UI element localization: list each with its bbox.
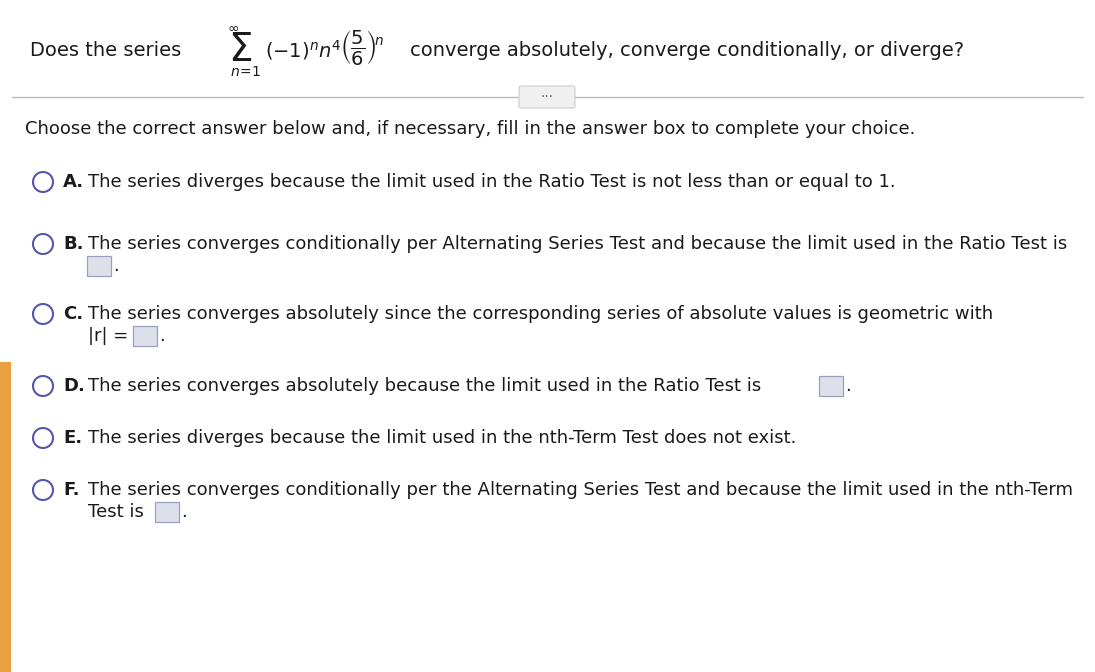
Text: .: . [113, 257, 118, 275]
FancyBboxPatch shape [819, 376, 843, 396]
Text: D.: D. [64, 377, 85, 395]
Text: .: . [181, 503, 187, 521]
Text: Choose the correct answer below and, if necessary, fill in the answer box to com: Choose the correct answer below and, if … [25, 120, 915, 138]
Text: $\left(\dfrac{5}{6}\right)^{\!n}$: $\left(\dfrac{5}{6}\right)^{\!n}$ [341, 28, 384, 67]
Text: C.: C. [64, 305, 83, 323]
Text: $n\!=\!1$: $n\!=\!1$ [230, 65, 261, 79]
Text: ···: ··· [541, 90, 554, 104]
Text: $(-1)^n n^4$: $(-1)^n n^4$ [265, 38, 342, 62]
Text: .: . [159, 327, 164, 345]
FancyBboxPatch shape [0, 362, 11, 672]
Text: $\infty$: $\infty$ [227, 21, 239, 35]
Text: The series diverges because the limit used in the nth-Term Test does not exist.: The series diverges because the limit us… [88, 429, 796, 447]
Text: The series converges absolutely since the corresponding series of absolute value: The series converges absolutely since th… [88, 305, 993, 323]
Text: The series converges conditionally per the Alternating Series Test and because t: The series converges conditionally per t… [88, 481, 1073, 499]
Text: |r| =: |r| = [88, 327, 128, 345]
Text: The series converges absolutely because the limit used in the Ratio Test is: The series converges absolutely because … [88, 377, 761, 395]
Text: A.: A. [64, 173, 84, 191]
Text: B.: B. [64, 235, 83, 253]
Text: The series converges conditionally per Alternating Series Test and because the l: The series converges conditionally per A… [88, 235, 1068, 253]
Text: The series diverges because the limit used in the Ratio Test is not less than or: The series diverges because the limit us… [88, 173, 896, 191]
Text: Does the series: Does the series [30, 40, 182, 60]
Text: Test is: Test is [88, 503, 143, 521]
FancyBboxPatch shape [155, 502, 178, 522]
FancyBboxPatch shape [519, 86, 575, 108]
Text: $\Sigma$: $\Sigma$ [228, 31, 252, 69]
Text: E.: E. [64, 429, 82, 447]
Text: converge absolutely, converge conditionally, or diverge?: converge absolutely, converge conditiona… [410, 40, 964, 60]
Text: F.: F. [64, 481, 80, 499]
FancyBboxPatch shape [87, 256, 111, 276]
Text: .: . [845, 377, 851, 395]
FancyBboxPatch shape [132, 326, 157, 346]
